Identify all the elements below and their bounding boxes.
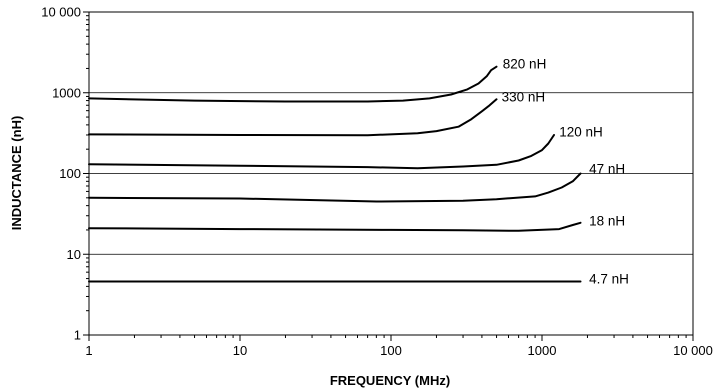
series-label-47-nh: 47 nH [589,162,625,177]
series-label-820-nh: 820 nH [503,57,547,72]
y-tick-label-10-000: 10 000 [41,5,81,20]
x-tick-label-1000: 1000 [528,343,557,358]
y-tick-label-1: 1 [74,328,81,343]
series-curves [88,65,582,283]
axis-ticks: 1 10 100 1000 10 000 1 10 100 1000 10 000 [41,5,713,359]
y-tick-label-10: 10 [67,247,81,262]
x-tick-label-10: 10 [233,343,247,358]
y-tick-label-1000: 1000 [52,85,81,100]
series-line-330-nh [88,98,498,137]
series-labels: 820 nH 330 nH 120 nH 47 nH 18 nH 4.7 nH [502,57,629,287]
y-axis-title: INDUCTANCE (nH) [9,116,24,231]
series-line-47-nh [88,172,582,203]
series-line-120-nh [88,134,555,170]
x-axis-title: FREQUENCY (MHz) [330,373,450,388]
gridlines [89,92,693,255]
series-line-18-nh [88,221,582,232]
x-tick-label-100: 100 [380,343,402,358]
series-line-820-nh [88,65,498,103]
series-label-120-nh: 120 nH [559,125,603,140]
plot-area: 1 10 100 1000 10 000 1 10 100 1000 10 000 820 nH 3… [41,5,713,359]
x-tick-label-10-000: 10 000 [673,343,713,358]
series-label-4-7-nh: 4.7 nH [589,272,629,287]
x-tick-label-1: 1 [85,343,92,358]
series-label-330-nh: 330 nH [502,89,546,104]
y-tick-label-100: 100 [59,166,81,181]
series-label-18-nh: 18 nH [589,214,625,229]
